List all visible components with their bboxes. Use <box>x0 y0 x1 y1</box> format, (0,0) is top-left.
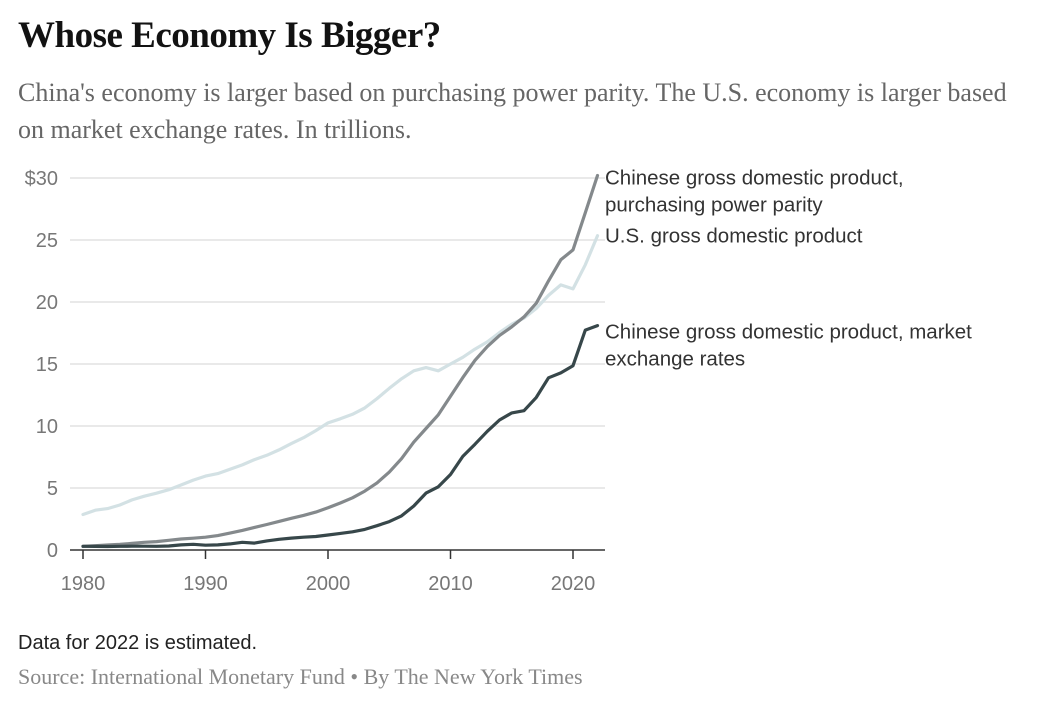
y-tick-label: 0 <box>47 540 58 562</box>
china-ppp-label: Chinese gross domestic product, <box>605 167 904 190</box>
chart-title: Whose Economy Is Bigger? <box>18 15 441 56</box>
china-ppp-label: purchasing power parity <box>605 194 823 217</box>
y-tick-label: 25 <box>36 230 58 252</box>
estimate-note: Data for 2022 is estimated. <box>18 632 258 654</box>
y-tick-label: $30 <box>25 168 58 190</box>
x-tick-label: 2000 <box>306 573 351 595</box>
china-mer-label: exchange rates <box>605 348 745 371</box>
x-axis: 1980 1990 2000 2010 2020 <box>61 549 605 595</box>
us-gdp-line <box>81 234 600 517</box>
line-chart: 0 5 10 15 20 25 $30 1980 1990 2000 2010 2020 U.S. … <box>25 167 973 595</box>
series-lines <box>81 173 600 549</box>
x-tick-label: 1980 <box>61 573 106 595</box>
y-tick-label: 10 <box>36 416 58 438</box>
china-mer-line <box>81 324 600 549</box>
gridlines <box>70 177 605 489</box>
series-labels: U.S. gross domestic product Chinese gross… <box>605 167 972 371</box>
y-axis: 0 5 10 15 20 25 $30 <box>25 168 58 562</box>
china-ppp-line <box>81 173 600 548</box>
x-tick-label: 1990 <box>183 573 228 595</box>
source-credit: Source: International Monetary Fund • By… <box>18 664 583 689</box>
y-tick-label: 15 <box>36 354 58 376</box>
china-mer-label: Chinese gross domestic product, market <box>605 321 972 344</box>
y-tick-label: 20 <box>36 292 58 314</box>
x-tick-label: 2020 <box>551 573 596 595</box>
chart-subtitle: China's economy is larger based on purch… <box>18 78 1007 144</box>
x-tick-label: 2010 <box>428 573 473 595</box>
y-tick-label: 5 <box>47 478 58 500</box>
us-gdp-label: U.S. gross domestic product <box>605 225 863 248</box>
